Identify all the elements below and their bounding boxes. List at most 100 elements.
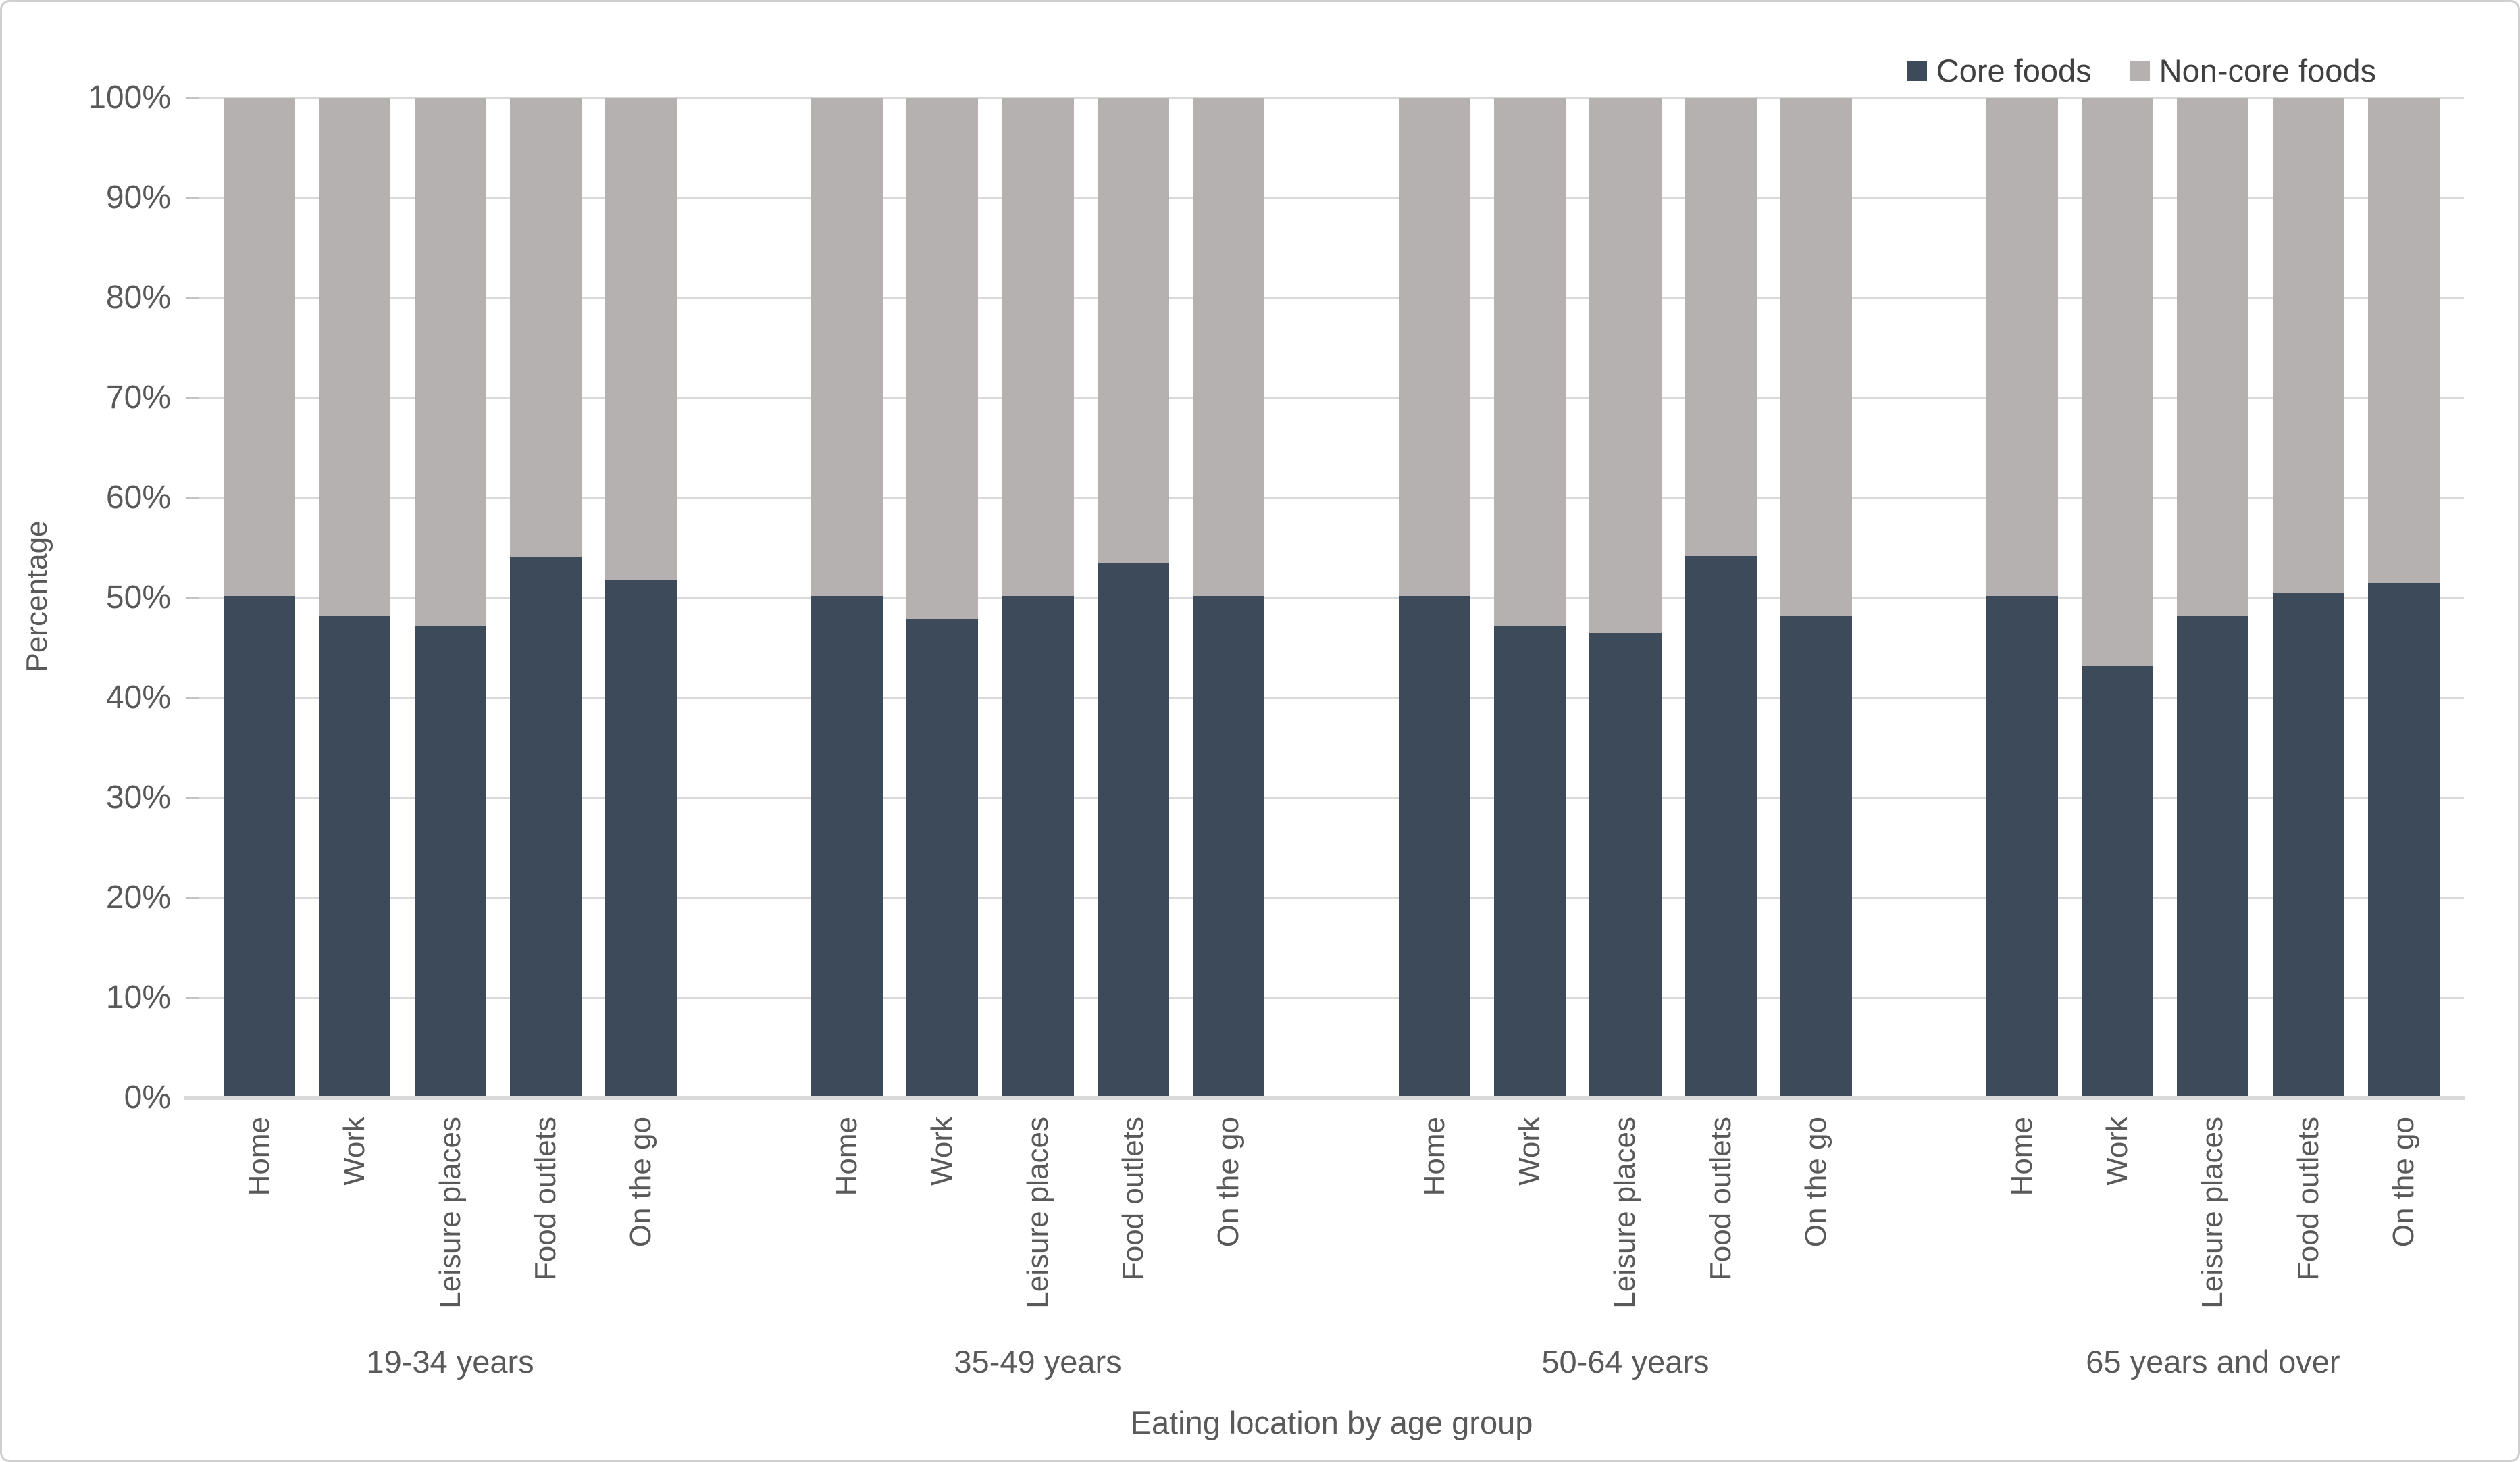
y-axis-tick [186, 97, 199, 99]
bar-slot [1181, 98, 1277, 1098]
x-axis-category-label: Food outlets [1116, 1117, 1150, 1281]
x-axis-line [184, 1096, 2465, 1100]
stacked-bar [414, 98, 486, 1098]
bar-segment-core-foods [1589, 632, 1662, 1098]
bar-slot [403, 98, 498, 1098]
bar-slot [1387, 98, 1482, 1098]
x-axis-title: Eating location by age group [1130, 1405, 1533, 1440]
gridline [199, 197, 2464, 199]
bar-segment-core-foods [605, 580, 677, 1098]
stacked-bar [2081, 98, 2153, 1098]
bar-group [1974, 98, 2452, 1098]
bar-slot [594, 98, 689, 1098]
bar-segment-core-foods [509, 557, 582, 1098]
bar-slot [1578, 98, 1673, 1098]
plot-area: 0% 10% 20% 30% 40% 50% 60% 70% 80% 90% 100% [88, 82, 2465, 1114]
stacked-bar [223, 98, 295, 1098]
bar-segment-non-core-foods [414, 98, 486, 626]
age-group-label: 35-49 years [954, 1344, 1122, 1380]
y-axis-tick [186, 597, 199, 599]
x-label-group: Home Work Leisure places Food outlets On the… [1387, 1117, 1864, 1353]
bar-slot [990, 98, 1085, 1098]
age-group-label: 19-34 years [366, 1344, 534, 1380]
legend-label: Non-core foods [2159, 53, 2376, 89]
y-axis-tick-label: 50% [105, 580, 171, 615]
x-axis-category-label: On the go [2387, 1117, 2421, 1248]
x-axis-category-label: On the go [624, 1117, 658, 1248]
bar-segment-non-core-foods [1002, 98, 1074, 597]
x-label-slot: Leisure places [990, 1117, 1085, 1353]
x-axis-category-label: On the go [1212, 1117, 1245, 1248]
gridline [199, 497, 2464, 499]
age-group-label: 50-64 years [1541, 1344, 1709, 1380]
y-axis-tick-label: 40% [105, 680, 171, 715]
age-group-label: 65 years and over [2086, 1344, 2340, 1380]
y-axis-tick [186, 497, 199, 499]
x-label-slot: Home [799, 1117, 894, 1353]
bar-segment-core-foods [2081, 665, 2153, 1098]
x-axis-category-label: Home [2005, 1117, 2038, 1196]
bar-slot [307, 98, 402, 1098]
legend: Core foods Non-core foods [1906, 52, 2376, 89]
bar-segment-core-foods [1097, 563, 1169, 1098]
bar-segment-non-core-foods [319, 98, 391, 616]
y-axis-tick-label: 60% [105, 480, 171, 515]
stacked-bar [906, 98, 979, 1098]
y-axis-tick-label: 70% [105, 380, 171, 415]
stacked-bar [605, 98, 677, 1098]
bar-segment-core-foods [1685, 555, 1757, 1098]
bar-segment-non-core-foods [2177, 98, 2249, 616]
bar-segment-non-core-foods [1986, 98, 2058, 597]
x-label-slot: Leisure places [2165, 1117, 2261, 1353]
stacked-bar [2272, 98, 2344, 1098]
x-axis-category-label: Food outlets [1703, 1117, 1737, 1281]
legend-item-non-core-foods: Non-core foods [2129, 52, 2376, 89]
stacked-bar [1097, 98, 1169, 1098]
bar-slot [211, 98, 307, 1098]
bar-segment-core-foods [319, 615, 391, 1098]
x-label-slot: Food outlets [1085, 1117, 1181, 1353]
gridline [199, 997, 2464, 999]
legend-item-core-foods: Core foods [1906, 52, 2092, 89]
bars-layer [199, 98, 2464, 1098]
bar-segment-core-foods [1493, 626, 1566, 1098]
y-axis-tick-label: 80% [105, 280, 171, 316]
stacked-bar [1398, 98, 1470, 1098]
bar-slot [498, 98, 593, 1098]
bar-slot [2165, 98, 2261, 1098]
x-label-slot: Leisure places [1578, 1117, 1673, 1353]
bar-group [1387, 98, 1864, 1098]
x-axis-category-label: Leisure places [1021, 1117, 1054, 1309]
x-axis-category-label: Work [925, 1117, 959, 1186]
stacked-bar [1589, 98, 1662, 1098]
y-axis-tick-label: 30% [105, 780, 171, 815]
x-axis-category-labels: Home Work Leisure places Food outlets On the… [199, 1117, 2464, 1353]
bar-segment-core-foods [2272, 593, 2344, 1098]
stacked-bar [1685, 98, 1757, 1098]
gridline [199, 797, 2464, 799]
legend-label: Core foods [1936, 53, 2092, 89]
x-axis-category-label: Home [1417, 1117, 1451, 1196]
x-axis-category-label: Home [829, 1117, 863, 1196]
x-label-slot: Work [2069, 1117, 2165, 1353]
x-label-slot: On the go [1181, 1117, 1277, 1353]
bar-slot [1974, 98, 2069, 1098]
x-label-slot: On the go [1769, 1117, 1864, 1353]
bar-segment-core-foods [414, 626, 486, 1098]
x-axis-category-label: Leisure places [433, 1117, 467, 1309]
bar-segment-non-core-foods [2272, 98, 2344, 593]
bar-segment-non-core-foods [1780, 98, 1853, 616]
bar-segment-core-foods [811, 596, 883, 1098]
bar-group [799, 98, 1277, 1098]
x-axis-category-label: On the go [1799, 1117, 1833, 1248]
bar-slot [2261, 98, 2356, 1098]
bar-segment-non-core-foods [1097, 98, 1169, 563]
y-axis-tick-label: 100% [88, 80, 171, 116]
stacked-bar [319, 98, 391, 1098]
bar-slot [1085, 98, 1181, 1098]
gridline [199, 97, 2464, 99]
x-axis-category-label: Food outlets [529, 1117, 563, 1281]
bar-segment-non-core-foods [223, 98, 295, 597]
gridline [199, 397, 2464, 399]
bar-segment-non-core-foods [509, 98, 582, 557]
